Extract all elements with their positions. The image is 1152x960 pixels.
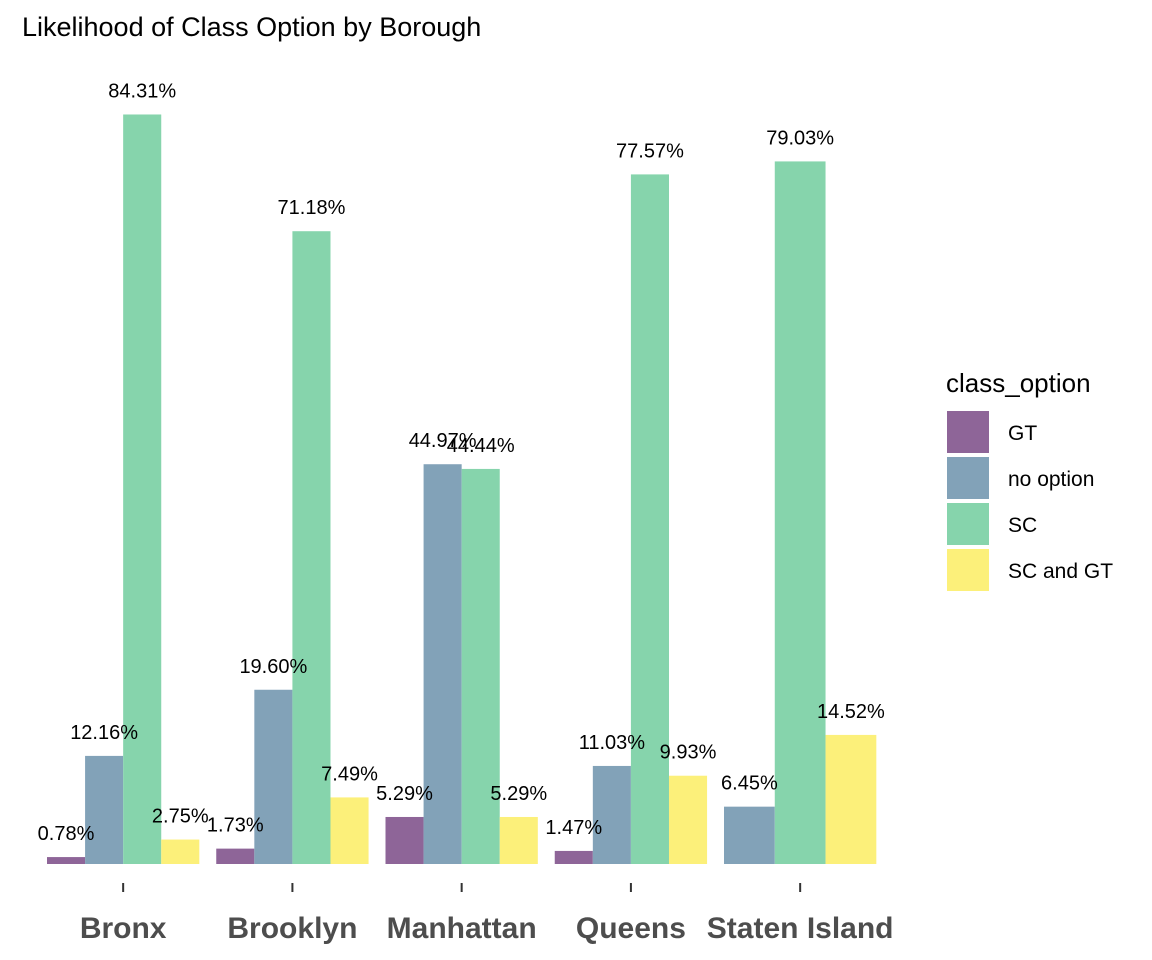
legend-key-gt bbox=[945, 409, 991, 455]
legend-label-no-option: no option bbox=[1008, 468, 1094, 491]
data-label-manhattan-no-option: 44.97% bbox=[409, 430, 477, 452]
data-label-brooklyn-gt: 1.73% bbox=[207, 815, 264, 837]
data-label-manhattan-sc: 44.44% bbox=[447, 435, 515, 457]
legend-key-sc bbox=[945, 501, 991, 547]
bar-bronx-gt bbox=[47, 857, 86, 864]
legend: class_option GT no option SC SC and GT bbox=[945, 368, 1113, 593]
bar-queens-sc bbox=[630, 174, 669, 864]
bar-staten-island-sc bbox=[774, 161, 826, 865]
bar-staten-island-no-option bbox=[724, 806, 775, 864]
bar-bronx-no-option bbox=[85, 755, 124, 864]
legend-key-no-option bbox=[945, 455, 991, 501]
bar-manhattan-sc-and-gt bbox=[499, 816, 538, 864]
data-label-queens-no-option: 11.03% bbox=[579, 732, 646, 754]
data-label-staten-island-sc-and-gt: 14.52% bbox=[817, 701, 885, 723]
bar-brooklyn-gt bbox=[216, 848, 255, 864]
data-label-bronx-gt: 0.78% bbox=[38, 823, 95, 845]
chart-title: Likelihood of Class Option by Borough bbox=[22, 12, 481, 42]
x-tick-label-manhattan: Manhattan bbox=[387, 912, 537, 945]
x-tick-label-staten-island: Staten Island bbox=[707, 912, 894, 945]
data-label-manhattan-gt: 5.29% bbox=[376, 783, 433, 805]
data-labels-layer: 0.78% 12.16% 84.31% 2.75%1.73% 19.60% 71.18% 7… bbox=[38, 80, 885, 845]
bar-bronx-sc-and-gt bbox=[161, 839, 200, 864]
data-label-bronx-sc: 84.31% bbox=[108, 80, 176, 102]
x-axis: Bronx Brooklyn Manhattan Queens Staten Islan… bbox=[80, 883, 894, 945]
data-label-brooklyn-sc: 71.18% bbox=[278, 197, 346, 219]
x-tick-label-queens: Queens bbox=[576, 912, 686, 945]
x-tick-label-bronx: Bronx bbox=[80, 912, 167, 945]
bar-bronx-sc bbox=[123, 114, 162, 865]
bar-queens-gt bbox=[554, 850, 593, 864]
legend-label-gt: GT bbox=[1008, 422, 1037, 445]
bar-manhattan-gt bbox=[385, 816, 424, 864]
bar-manhattan-sc bbox=[461, 468, 500, 864]
bar-brooklyn-no-option bbox=[254, 689, 293, 864]
data-label-queens-sc: 77.57% bbox=[616, 140, 684, 162]
data-label-queens-sc-and-gt: 9.93% bbox=[660, 742, 717, 764]
data-label-bronx-sc-and-gt: 2.75% bbox=[152, 806, 209, 828]
bars-layer bbox=[47, 114, 877, 865]
data-label-brooklyn-no-option: 19.60% bbox=[239, 656, 307, 678]
legend-key-sc-and-gt bbox=[945, 547, 991, 593]
data-label-brooklyn-sc-and-gt: 7.49% bbox=[321, 763, 378, 785]
legend-label-sc: SC bbox=[1008, 514, 1037, 537]
data-label-staten-island-sc: 79.03% bbox=[766, 127, 834, 149]
data-label-bronx-no-option: 12.16% bbox=[70, 722, 138, 744]
bar-queens-sc-and-gt bbox=[668, 775, 708, 864]
data-label-staten-island-no-option: 6.45% bbox=[721, 773, 778, 795]
legend-label-sc-and-gt: SC and GT bbox=[1008, 560, 1113, 583]
bar-queens-no-option bbox=[592, 765, 631, 864]
x-tick-label-brooklyn: Brooklyn bbox=[227, 912, 357, 945]
data-label-manhattan-sc-and-gt: 5.29% bbox=[490, 783, 547, 805]
bar-manhattan-no-option bbox=[423, 464, 462, 864]
bar-brooklyn-sc bbox=[292, 231, 331, 864]
data-label-queens-gt: 1.47% bbox=[545, 817, 602, 839]
bar-staten-island-sc-and-gt bbox=[825, 734, 877, 864]
legend-title: class_option bbox=[946, 368, 1091, 398]
bar-brooklyn-sc-and-gt bbox=[330, 797, 369, 864]
